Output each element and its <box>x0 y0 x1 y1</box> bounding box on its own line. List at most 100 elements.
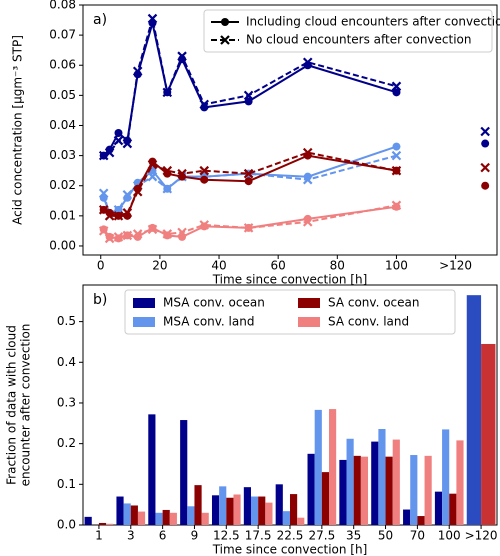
point <box>391 165 402 176</box>
point <box>104 211 115 221</box>
point <box>132 66 143 77</box>
bar <box>481 343 496 525</box>
y-axis-label: Fraction of data with cloud <box>5 325 19 485</box>
point <box>480 162 490 173</box>
y-tick-label: 0.07 <box>49 28 76 42</box>
bar <box>456 440 464 525</box>
bar <box>282 511 290 525</box>
x-tick-label: 17.5 <box>245 529 272 543</box>
bar <box>123 503 131 525</box>
x-tick-label: 50 <box>378 529 393 543</box>
point <box>162 229 173 239</box>
bar <box>162 509 170 525</box>
bar <box>353 455 361 525</box>
bar <box>250 496 259 525</box>
point <box>243 223 254 233</box>
legend-swatch <box>133 317 155 327</box>
y-tick-label: 0.1 <box>57 477 76 491</box>
point <box>113 232 124 242</box>
x-tick-label: 9 <box>191 529 199 543</box>
y-tick-label: 0.03 <box>49 148 76 162</box>
panel-label: a) <box>93 12 107 28</box>
point <box>114 129 123 138</box>
x-tick-label: 0 <box>97 259 105 273</box>
x-tick-label: 3 <box>127 529 135 543</box>
x-axis-label: Time since convection [h] <box>212 543 368 556</box>
x-tick-label: 12.5 <box>213 529 240 543</box>
point <box>391 150 402 161</box>
bar <box>378 429 386 525</box>
plot-frame <box>82 4 498 256</box>
point <box>481 181 490 190</box>
legend-box <box>203 9 493 53</box>
y-tick-label: 0.06 <box>49 58 76 72</box>
bar <box>219 486 227 525</box>
point <box>302 174 313 185</box>
x-tick-label: 40 <box>211 259 226 273</box>
point <box>98 188 109 199</box>
x-tick-label: 70 <box>410 529 425 543</box>
point <box>302 217 313 227</box>
legend-label: No cloud encounters after convection <box>246 33 472 47</box>
bar <box>187 506 195 525</box>
point <box>132 229 143 239</box>
y-tick-label: 0.5 <box>57 314 76 328</box>
point <box>98 226 109 236</box>
bar <box>442 429 450 525</box>
point <box>122 189 133 200</box>
bar <box>339 459 347 525</box>
y-tick-label: 0.02 <box>49 178 76 192</box>
y-axis-label: Acid concentration [μgm⁻³ STP] <box>11 35 25 225</box>
bar <box>307 453 315 525</box>
point <box>104 233 115 244</box>
point <box>147 13 158 24</box>
point <box>122 208 133 218</box>
point <box>104 147 115 158</box>
panel-label: b) <box>93 292 107 308</box>
y-axis-label: encounter after convection <box>19 324 33 487</box>
point <box>162 165 173 176</box>
bar <box>201 512 209 525</box>
legend-label: Including cloud encounters after convect… <box>246 15 500 29</box>
bar <box>98 522 107 525</box>
bar <box>211 495 220 525</box>
bar <box>329 409 337 525</box>
point <box>391 81 402 92</box>
x-tick-label: 100 <box>385 259 408 273</box>
x-tick-label: 35 <box>346 529 361 543</box>
bar <box>116 496 124 525</box>
point <box>147 224 158 235</box>
series-line <box>102 204 397 240</box>
point <box>199 220 210 230</box>
x-tick-label: 80 <box>330 259 345 273</box>
bar <box>321 472 330 525</box>
point <box>199 99 210 110</box>
y-tick-label: 0.00 <box>49 238 76 252</box>
bar <box>265 502 273 525</box>
x-tick-label: >120 <box>439 259 472 273</box>
point <box>132 186 143 197</box>
point <box>177 51 187 61</box>
point <box>480 126 490 137</box>
x-tick-label: 60 <box>271 259 286 273</box>
x-tick-label: >120 <box>465 529 498 543</box>
y-tick-label: 0.3 <box>57 395 76 409</box>
bar <box>290 494 298 525</box>
series-line <box>103 154 397 217</box>
point <box>122 138 133 149</box>
point <box>162 183 173 194</box>
y-tick-label: 0.05 <box>49 88 76 102</box>
legend-label: SA conv. land <box>328 315 409 329</box>
x-axis-label: Time since convection [h] <box>212 273 368 287</box>
y-tick-label: 0.0 <box>57 518 76 532</box>
bar <box>410 455 418 525</box>
bar <box>243 487 251 525</box>
point <box>243 168 254 179</box>
legend-label: SA conv. ocean <box>328 296 420 310</box>
bar <box>275 484 283 525</box>
x-tick-label: 20 <box>152 259 167 273</box>
point <box>481 139 490 148</box>
legend-swatch <box>298 317 320 327</box>
bar <box>403 509 411 525</box>
